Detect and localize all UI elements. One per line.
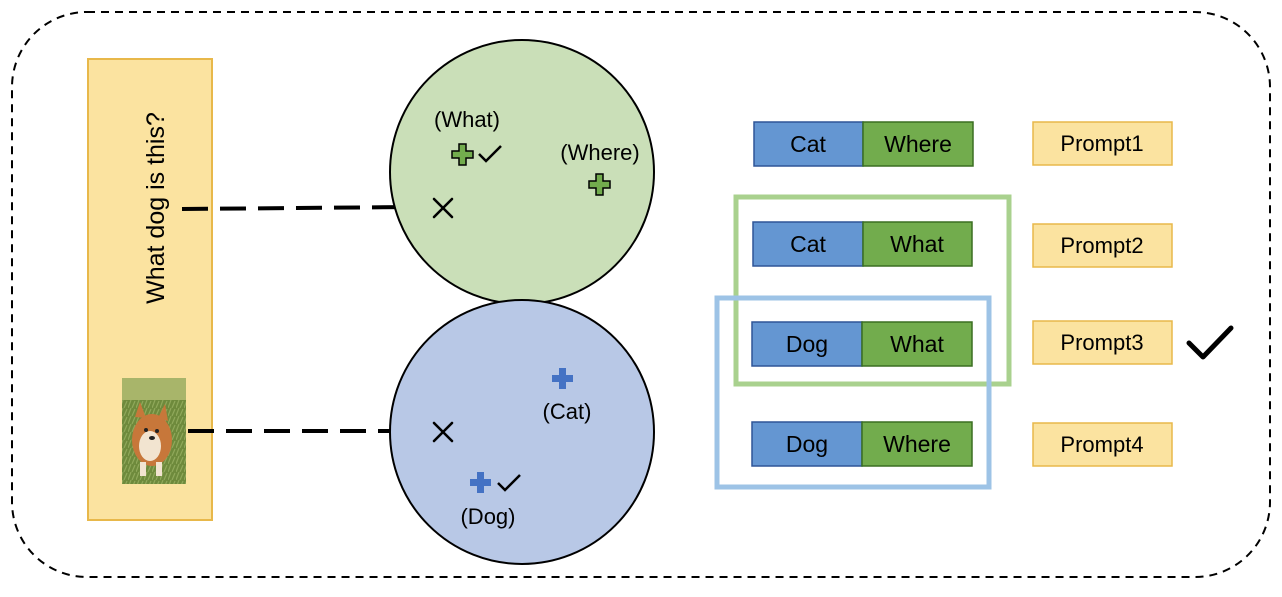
plus-icon bbox=[470, 472, 491, 493]
dog-photo bbox=[122, 378, 186, 484]
image-point-x-icon bbox=[432, 421, 454, 443]
image-key-label: Cat bbox=[790, 231, 826, 257]
anchor-label-where: (Where) bbox=[560, 140, 639, 165]
selected-check-icon bbox=[1186, 325, 1234, 360]
prompt-label: Prompt1 bbox=[1060, 131, 1143, 156]
anchor-label-cat: (Cat) bbox=[543, 399, 592, 424]
plus-icon bbox=[552, 368, 573, 389]
question-match-group-box bbox=[733, 194, 1012, 387]
check-icon bbox=[478, 145, 502, 163]
question-key-label: What bbox=[890, 331, 944, 357]
prompt-label: Prompt2 bbox=[1060, 233, 1143, 258]
prompt-label: Prompt3 bbox=[1060, 330, 1143, 355]
check-icon bbox=[497, 474, 521, 492]
plus-icon bbox=[451, 143, 474, 166]
image-key-label: Dog bbox=[786, 431, 828, 457]
image-match-group-box bbox=[714, 295, 992, 490]
prompt-label: Prompt4 bbox=[1060, 432, 1143, 457]
key-pair-1: Cat Where bbox=[753, 121, 974, 167]
query-panel bbox=[87, 58, 213, 521]
question-to-space-arrow bbox=[181, 205, 413, 211]
plus-icon bbox=[588, 173, 611, 196]
question-key-label: Where bbox=[884, 131, 952, 157]
image-key-space bbox=[389, 299, 655, 565]
outer-frame bbox=[11, 11, 1271, 578]
key-pair-3: Dog What bbox=[751, 321, 973, 367]
key-pair-4: Dog Where bbox=[751, 421, 973, 467]
image-key-label: Cat bbox=[790, 131, 826, 157]
question-key-label: Where bbox=[883, 431, 951, 457]
question-key-label: What bbox=[890, 231, 944, 257]
key-pair-2: Cat What bbox=[752, 221, 973, 267]
question-key-space bbox=[389, 39, 655, 305]
prompt-box-2 bbox=[1032, 223, 1173, 268]
prompt-box-1 bbox=[1032, 121, 1173, 166]
query-point-x-icon bbox=[432, 197, 454, 219]
prompt-box-4 bbox=[1032, 422, 1173, 467]
query-question: What dog is this? bbox=[142, 112, 170, 304]
image-key-label: Dog bbox=[786, 331, 828, 357]
anchor-label-dog: (Dog) bbox=[460, 504, 515, 529]
anchor-label-what: (What) bbox=[434, 107, 500, 132]
prompt-box-3 bbox=[1032, 320, 1173, 365]
